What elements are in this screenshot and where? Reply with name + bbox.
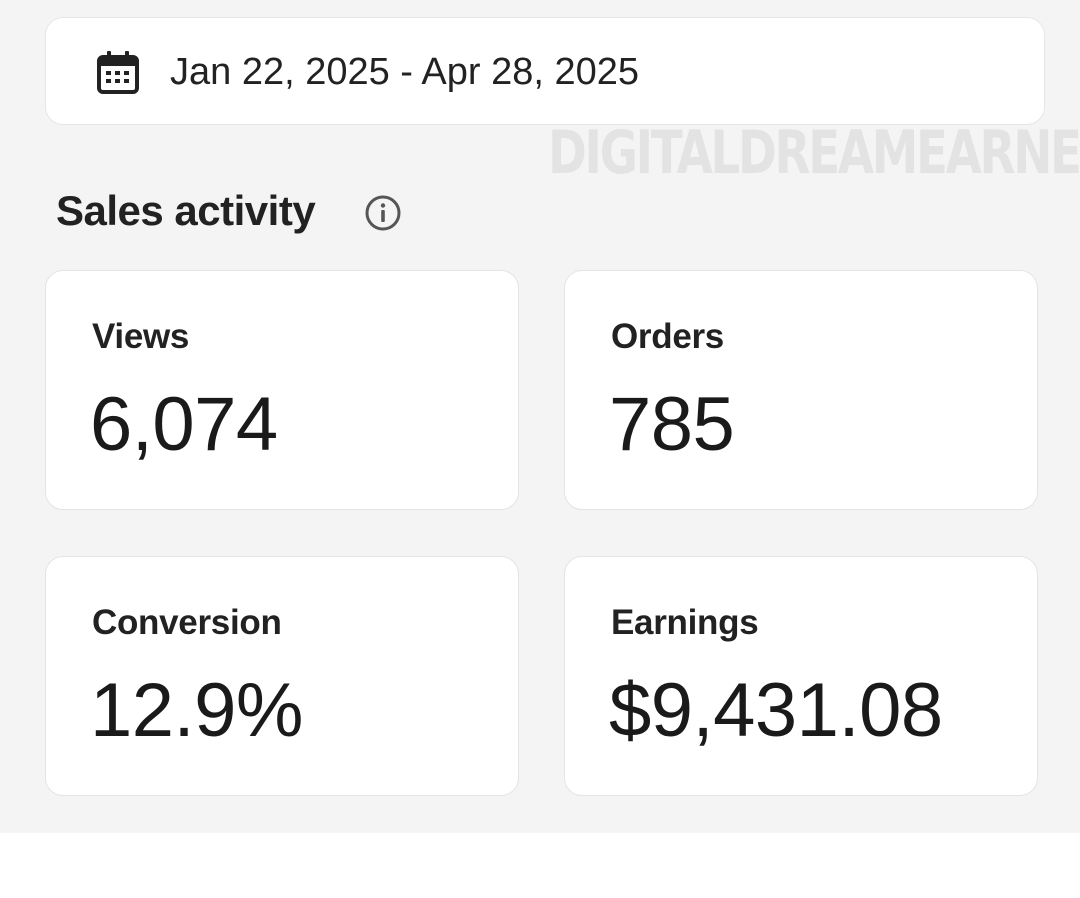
metric-label: Conversion xyxy=(92,603,282,642)
date-range-picker[interactable]: Jan 22, 2025 - Apr 28, 2025 xyxy=(45,17,1045,125)
metric-value: 12.9% xyxy=(90,668,304,753)
watermark-text: DIGITALDREAMEARNER xyxy=(548,118,1080,188)
metric-value: $9,431.08 xyxy=(609,668,943,753)
metric-card-earnings: Earnings $9,431.08 xyxy=(564,556,1038,796)
metric-label: Orders xyxy=(611,317,724,356)
section-title: Sales activity xyxy=(56,187,316,234)
metric-value: 6,074 xyxy=(90,382,278,467)
metric-label: Views xyxy=(92,317,190,356)
metric-card-conversion: Conversion 12.9% xyxy=(45,556,519,796)
sales-dashboard: Jan 22, 2025 - Apr 28, 2025 DIGITALDREAM… xyxy=(0,0,1080,833)
date-range-label: Jan 22, 2025 - Apr 28, 2025 xyxy=(170,51,640,93)
metric-card-views: Views 6,074 xyxy=(45,270,519,510)
calendar-icon xyxy=(97,51,139,94)
metric-card-orders: Orders 785 xyxy=(564,270,1038,510)
metric-label: Earnings xyxy=(611,603,759,642)
metric-value: 785 xyxy=(609,382,735,467)
info-icon[interactable] xyxy=(364,194,402,232)
